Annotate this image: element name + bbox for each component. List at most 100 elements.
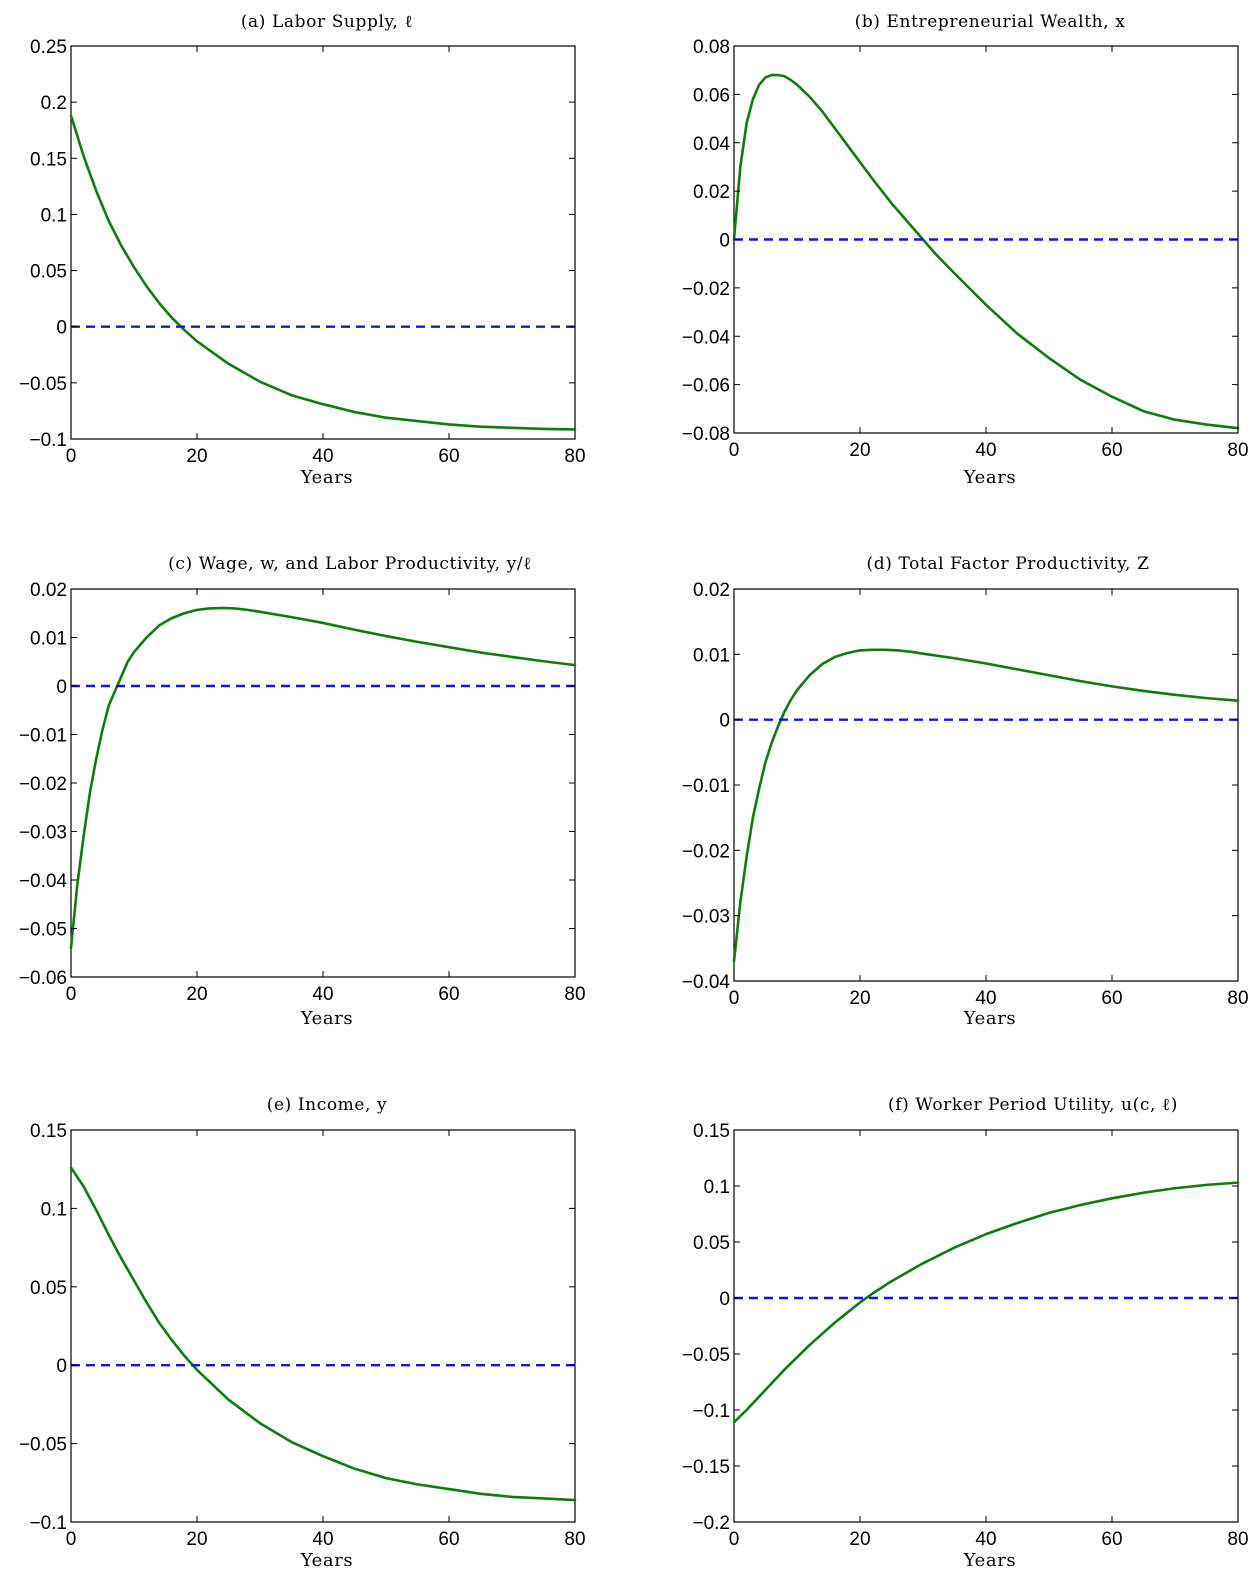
panel-f-ytick-label: −0.2	[692, 1513, 730, 1534]
panel-d-xtick-label: 60	[1101, 988, 1122, 1009]
panel-b-ytick-label: −0.08	[682, 424, 730, 445]
panel-b-ytick-label: 0.04	[693, 134, 730, 155]
panel-a-ytick-label: 0	[56, 318, 67, 339]
panel-a-xtick-label: 80	[564, 446, 585, 467]
panel-e-xtick-label: 80	[564, 1529, 585, 1550]
panel-a-ytick-label: 0.1	[41, 205, 67, 226]
panel-a-ytick-label: −0.1	[29, 430, 67, 451]
panel-c-xtick-label: 0	[66, 984, 77, 1005]
panel-b-ytick-label: 0	[719, 231, 730, 252]
panel-e-axes	[70, 1129, 576, 1523]
panel-e-ytick-label: 0.1	[41, 1199, 67, 1220]
panel-a-title: (a) Labor Supply, ℓ	[241, 12, 413, 32]
panel-f-ytick-label: −0.1	[692, 1401, 730, 1422]
panel-b-xlabel: Years	[963, 467, 1017, 488]
panel-d-title: (d) Total Factor Productivity, Z	[867, 554, 1150, 574]
panel-b-title: (b) Entrepreneurial Wealth, x	[855, 12, 1126, 32]
panel-c-xtick-label: 40	[312, 984, 333, 1005]
panel-c-xlabel: Years	[300, 1008, 354, 1029]
panel-b-xtick-label: 40	[975, 440, 996, 461]
panel-d-ytick-label: −0.01	[682, 776, 730, 797]
panel-d-ytick-label: −0.02	[682, 841, 730, 862]
panel-c-response-line	[69, 606, 577, 950]
panel-c-ytick-label: 0.01	[30, 629, 67, 650]
panel-d-ytick-label: −0.04	[682, 972, 731, 993]
panel-f-xtick-label: 80	[1227, 1529, 1248, 1550]
panel-d-xtick-label: 0	[729, 988, 740, 1009]
panel-c: (c) Wage, w, and Labor Productivity, y/ℓ…	[19, 554, 586, 1029]
panel-e-title: (e) Income, y	[267, 1095, 388, 1115]
panel-f: (f) Worker Period Utility, u(c, ℓ) Years…	[682, 1095, 1249, 1571]
panel-a-ytick-label: 0.15	[30, 149, 67, 170]
panel-b-xtick-label: 20	[849, 440, 870, 461]
panel-b-ytick-label: −0.04	[682, 327, 731, 348]
panel-f-ytick-label: 0	[719, 1289, 730, 1310]
panel-c-ytick-label: 0	[56, 677, 67, 698]
panel-b: (b) Entrepreneurial Wealth, x Years 0 20 4…	[682, 12, 1249, 488]
panel-f-ytick-label: −0.15	[682, 1457, 730, 1478]
panel-a-axes	[70, 45, 576, 440]
panel-a-xlabel: Years	[300, 467, 354, 488]
panel-a-xtick-label: 0	[66, 446, 77, 467]
panel-f-xtick-label: 0	[729, 1529, 740, 1550]
panel-b-ytick-label: 0.08	[693, 37, 730, 58]
panel-d-xtick-label: 20	[849, 988, 870, 1009]
panel-a-ytick-label: 0.2	[41, 93, 67, 114]
panel-e-response-line	[69, 1166, 577, 1502]
panel-c-ytick-label: −0.02	[19, 774, 67, 795]
panel-b-ytick-label: 0.06	[693, 85, 730, 106]
panel-d-xlabel: Years	[963, 1008, 1017, 1029]
panel-e-ytick-label: 0.05	[30, 1278, 67, 1299]
panel-c-ytick-label: −0.04	[19, 871, 68, 892]
panel-f-xtick-label: 20	[849, 1529, 870, 1550]
panel-d-ytick-label: 0	[719, 711, 730, 732]
panel-c-ytick-label: −0.06	[19, 968, 67, 989]
panel-f-ytick-label: 0.1	[704, 1177, 730, 1198]
panel-f-xtick-label: 40	[975, 1529, 996, 1550]
panel-c-ytick-label: −0.01	[19, 726, 67, 747]
panel-d-axes	[733, 588, 1239, 982]
panel-f-response-line	[732, 1181, 1240, 1424]
panel-b-xtick-label: 0	[729, 440, 740, 461]
panel-a-response-line	[69, 114, 577, 431]
panel-a-xtick-label: 40	[312, 446, 333, 467]
panel-e-xlabel: Years	[300, 1550, 354, 1571]
panel-a-ytick-label: 0.25	[30, 37, 67, 58]
panel-b-ytick-label: −0.06	[682, 376, 730, 397]
panel-d-ytick-label: 0.02	[693, 580, 730, 601]
panel-f-ytick-label: 0.15	[693, 1121, 730, 1142]
panel-d-xtick-label: 80	[1227, 988, 1248, 1009]
panel-c-ytick-label: −0.05	[19, 920, 67, 941]
panel-d-ytick-label: −0.03	[682, 907, 730, 928]
panel-c-title: (c) Wage, w, and Labor Productivity, y/ℓ	[168, 554, 532, 574]
panel-d-response-line	[732, 648, 1240, 963]
panel-e-xtick-label: 60	[438, 1529, 459, 1550]
panel-e-xtick-label: 20	[186, 1529, 207, 1550]
panel-d-ytick-label: 0.01	[693, 645, 730, 666]
panel-e-ytick-label: 0.15	[30, 1121, 67, 1142]
panel-f-axes	[733, 1129, 1239, 1523]
panel-b-ytick-label: −0.02	[682, 279, 730, 300]
panel-f-xtick-label: 60	[1101, 1529, 1122, 1550]
panel-c-xtick-label: 20	[186, 984, 207, 1005]
panel-b-response-line	[732, 73, 1240, 430]
panel-f-ytick-label: 0.05	[693, 1233, 730, 1254]
panel-c-axes	[70, 588, 576, 978]
panel-e-ytick-label: 0	[56, 1356, 67, 1377]
panel-c-ytick-label: −0.03	[19, 823, 67, 844]
panel-a-xtick-label: 20	[186, 446, 207, 467]
panel-a-ytick-label: 0.05	[30, 262, 67, 283]
panel-b-xtick-label: 60	[1101, 440, 1122, 461]
panel-a-ytick-label: −0.05	[19, 374, 67, 395]
panel-e-xtick-label: 40	[312, 1529, 333, 1550]
panel-f-xlabel: Years	[963, 1550, 1017, 1571]
panel-b-ytick-label: 0.02	[693, 182, 730, 203]
panel-e-xtick-label: 0	[66, 1529, 77, 1550]
panel-e-ytick-label: −0.1	[29, 1513, 67, 1534]
panel-f-title: (f) Worker Period Utility, u(c, ℓ)	[888, 1095, 1178, 1115]
panel-e: (e) Income, y Years 0 20 40 60 80 −0.1 −0.05 0 0…	[19, 1095, 586, 1571]
panel-e-ytick-label: −0.05	[19, 1435, 67, 1456]
panel-c-xtick-label: 80	[564, 984, 585, 1005]
panel-a: (a) Labor Supply, ℓ Years 0 20 40 60 80 −0.1 −…	[19, 12, 586, 488]
panel-c-ytick-label: 0.02	[30, 580, 67, 601]
